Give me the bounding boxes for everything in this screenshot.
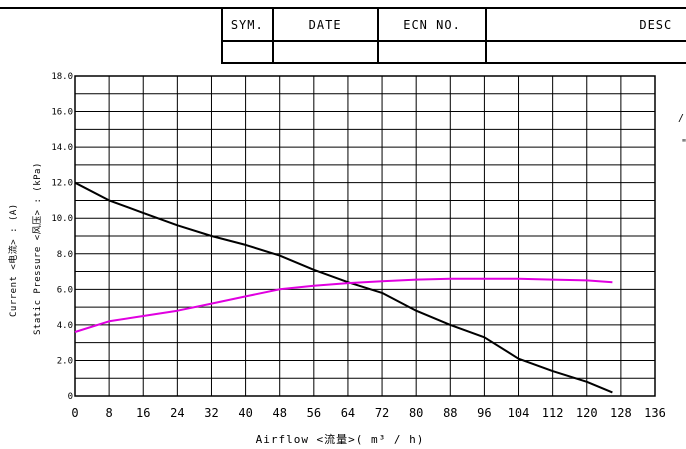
y-tick-label: 8.0 [57,250,73,260]
x-tick-label: 96 [477,406,491,420]
chart-grid [74,75,656,397]
x-tick-label: 104 [508,406,530,420]
x-tick-label: 56 [307,406,321,420]
series-line [74,277,613,333]
x-tick-label: 8 [106,406,113,420]
x-tick-label: 112 [542,406,564,420]
revision-table: SYM. DATE ECN NO. DESC [221,7,686,64]
x-axis-label: Airflow <流量>( m³ / h) [256,432,425,446]
revision-header-desc: DESC [485,7,686,42]
y-tick-label: 0 [68,392,73,402]
x-tick-label: 40 [238,406,252,420]
y-tick-label: 18.0 [51,72,73,82]
margin-mark: " [681,138,686,149]
revision-cell [485,40,686,64]
x-tick-label: 120 [576,406,598,420]
x-tick-label: 136 [644,406,666,420]
y-tick-label: 12.0 [51,179,73,189]
y-tick-label: 6.0 [57,285,73,295]
y-tick-label: 14.0 [51,143,73,153]
y-tick-label: 4.0 [57,321,73,331]
chart-tick-labels: 0 8 16 24 32 40 48 56 64 72 80 88 96 104 112 120 128 136 0… [51,72,666,420]
x-tick-label: 24 [170,406,184,420]
y-tick-label: 10.0 [51,214,73,224]
x-tick-label: 72 [375,406,389,420]
y-tick-label: 16.0 [51,108,73,118]
x-tick-label: 0 [71,406,78,420]
plot-frame [74,75,656,397]
chart-series [74,181,613,394]
y-axis-label-current: Current <电流> : (A) [7,203,19,317]
x-tick-label: 16 [136,406,150,420]
revision-header-ecn-no: ECN NO. [376,7,488,42]
x-tick-label: 48 [272,406,286,420]
y-tick-label: 2.0 [57,356,73,366]
margin-mark: / [678,113,685,124]
revision-header-sym: SYM. [221,7,274,42]
revision-cell [221,40,274,64]
revision-cell [376,40,488,64]
revision-header-date: DATE [271,7,379,42]
revision-cell [271,40,379,64]
x-tick-label: 64 [341,406,355,420]
series-line [74,181,613,394]
y-axis-label-pressure: Static Pressure <风压> : (kPa) [32,162,43,335]
x-tick-label: 88 [443,406,457,420]
x-tick-label: 32 [204,406,218,420]
x-tick-label: 128 [610,406,632,420]
x-tick-label: 80 [409,406,423,420]
